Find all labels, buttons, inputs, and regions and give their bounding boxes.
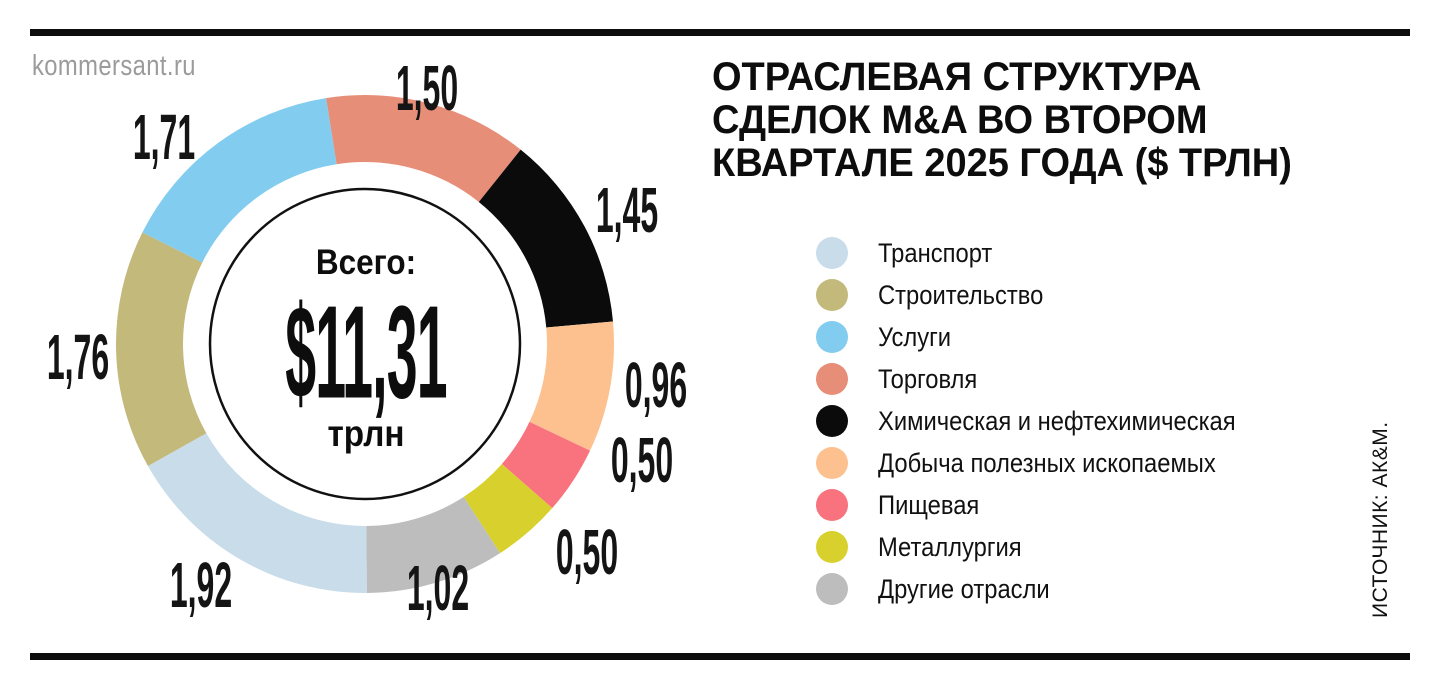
segment-value-label-5: 1,02: [406, 552, 470, 624]
legend-item-7: Металлургия: [816, 526, 1284, 568]
legend-item-6: Пищевая: [816, 484, 1284, 526]
donut-segment-2: [529, 321, 615, 451]
donut-segment-5: [366, 496, 501, 593]
legend-item-0: Транспорт: [816, 232, 1284, 274]
segment-value-label-2: 0,96: [624, 349, 688, 421]
center-circle-outline: [208, 187, 522, 501]
legend-color-dot: [816, 363, 848, 395]
segment-value-label-6: 1,92: [169, 549, 233, 621]
donut-segment-7: [116, 232, 207, 467]
segment-value-label-7: 1,76: [46, 321, 110, 393]
legend-item-label: Транспорт: [878, 237, 993, 268]
legend-item-5: Добыча полезных ископаемых: [816, 442, 1284, 484]
legend-item-8: Другие отрасли: [816, 568, 1284, 610]
chart-title: ОТРАСЛЕВАЯ СТРУКТУРА СДЕЛОК M&A ВО ВТОРО…: [712, 56, 1292, 185]
chart-title-line-1: ОТРАСЛЕВАЯ СТРУКТУРА: [712, 55, 1202, 99]
source-credit: ИСТОЧНИК: АК&М.: [1369, 421, 1392, 618]
segment-value-label-1: 1,45: [595, 174, 659, 246]
segment-value-label-8: 1,71: [132, 101, 196, 173]
donut-segment-1: [478, 149, 613, 328]
top-rule: [30, 29, 1410, 36]
legend-color-dot: [816, 321, 848, 353]
donut-segment-3: [501, 421, 591, 509]
legend-item-label: Добыча полезных ископаемых: [878, 447, 1216, 478]
legend-item-label: Химическая и нефтехимическая: [878, 405, 1236, 436]
legend-color-dot: [816, 447, 848, 479]
legend-item-label: Другие отрасли: [878, 573, 1050, 604]
segment-value-label-0: 1,50: [395, 52, 459, 124]
legend-color-dot: [816, 237, 848, 269]
donut-segment-6: [147, 433, 367, 593]
brand-text: kommersant.ru: [32, 50, 196, 82]
legend-item-2: Услуги: [816, 316, 1284, 358]
total-unit: трлн: [327, 413, 405, 454]
legend-item-label: Металлургия: [878, 531, 1022, 562]
bottom-rule: [30, 653, 1410, 660]
legend: Транспорт Строительство Услуги Торговля Хими…: [816, 232, 1284, 610]
donut-segment-4: [463, 463, 553, 554]
legend-item-label: Пищевая: [878, 489, 980, 520]
legend-item-4: Химическая и нефтехимическая: [816, 400, 1284, 442]
total-label: Всего:: [315, 243, 417, 282]
legend-item-label: Торговля: [878, 363, 978, 394]
legend-color-dot: [816, 573, 848, 605]
donut-segment-0: [326, 95, 521, 202]
total-value: $11,31: [285, 278, 447, 426]
chart-title-line-3: КВАРТАЛЕ 2025 ГОДА ($ ТРЛН): [712, 141, 1292, 185]
segment-value-label-3: 0,50: [610, 424, 674, 496]
donut-segments: [116, 95, 615, 593]
legend-item-label: Услуги: [878, 321, 952, 352]
donut-segment-8: [142, 98, 337, 263]
legend-item-3: Торговля: [816, 358, 1284, 400]
legend-color-dot: [816, 531, 848, 563]
segment-value-label-4: 0,50: [555, 516, 619, 588]
legend-color-dot: [816, 279, 848, 311]
chart-title-line-2: СДЕЛОК M&A ВО ВТОРОМ: [712, 98, 1208, 142]
legend-item-1: Строительство: [816, 274, 1284, 316]
legend-item-label: Строительство: [878, 279, 1044, 310]
legend-color-dot: [816, 405, 848, 437]
legend-color-dot: [816, 489, 848, 521]
